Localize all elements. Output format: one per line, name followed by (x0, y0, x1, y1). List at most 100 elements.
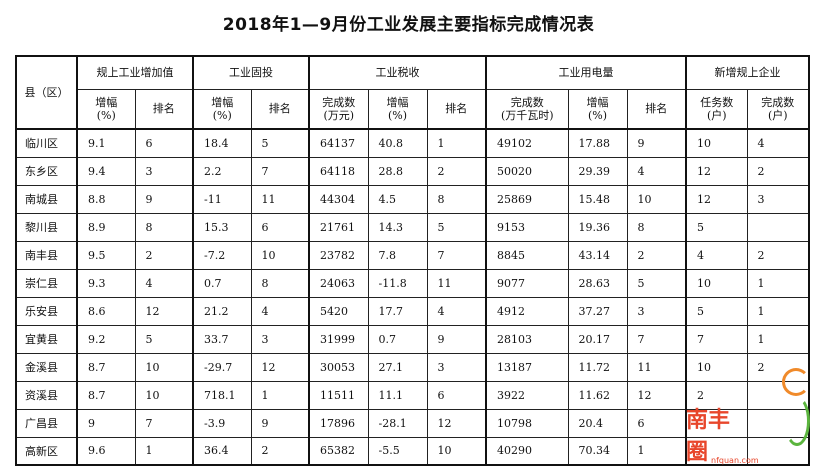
indicator-table: 县（区） 规上工业增加值 工业固投 工业税收 工业用电量 新增规上企业 增幅 (%… (15, 55, 811, 466)
value-added-growth-cell: 8.6 (76, 296, 136, 326)
tax-growth-cell: 27.1 (367, 352, 428, 382)
table-row: 高新区 9.6 1 36.4 2 65382 -5.5 10 40290 70.34 1 (15, 436, 811, 466)
table-row: 乐安县 8.6 12 21.2 4 5420 17.7 4 4912 37.27 3 5 1 (15, 296, 811, 326)
header-done-count: 完成数 (户) (746, 88, 811, 130)
task-count-cell: 5 (685, 212, 748, 242)
county-cell: 临川区 (15, 128, 78, 158)
header-group-industrial-tax: 工业税收 (308, 55, 488, 90)
value-added-growth-cell: 9.1 (76, 128, 136, 158)
tax-done-cell: 23782 (308, 240, 369, 270)
power-done-cell: 9153 (485, 212, 569, 242)
power-rank-cell: 6 (626, 408, 688, 438)
power-growth-cell: 29.39 (567, 156, 628, 186)
tax-rank-cell: 11 (426, 268, 488, 298)
task-count-cell: 4 (685, 240, 748, 270)
tax-done-cell: 21761 (308, 212, 369, 242)
value-added-rank-cell: 10 (134, 380, 194, 410)
fixed-investment-rank-cell: 10 (250, 240, 310, 270)
fixed-investment-growth-cell: 18.4 (192, 128, 252, 158)
fixed-investment-rank-cell: 11 (250, 184, 310, 214)
tax-done-cell: 17896 (308, 408, 369, 438)
power-rank-cell: 10 (626, 184, 688, 214)
fixed-investment-growth-cell: 21.2 (192, 296, 252, 326)
value-added-rank-cell: 4 (134, 268, 194, 298)
tax-rank-cell: 1 (426, 128, 488, 158)
power-done-cell: 8845 (485, 240, 569, 270)
power-growth-cell: 15.48 (567, 184, 628, 214)
value-added-growth-cell: 9.3 (76, 268, 136, 298)
power-growth-cell: 20.4 (567, 408, 628, 438)
county-cell: 广昌县 (15, 408, 78, 438)
power-rank-cell: 11 (626, 352, 688, 382)
power-done-cell: 49102 (485, 128, 569, 158)
green-leaf-icon (784, 396, 810, 446)
task-count-cell: 12 (685, 156, 748, 186)
tax-growth-cell: 28.8 (367, 156, 428, 186)
tax-rank-cell: 8 (426, 184, 488, 214)
tax-rank-cell: 2 (426, 156, 488, 186)
tax-done-cell: 65382 (308, 436, 369, 466)
fixed-investment-rank-cell: 2 (250, 436, 310, 466)
watermark-url: nfquan.com (711, 456, 759, 465)
done-count-cell: 2 (746, 156, 811, 186)
fixed-investment-growth-cell: -3.9 (192, 408, 252, 438)
table-title: 2018年1—9月份工业发展主要指标完成情况表 (222, 15, 595, 35)
orange-leaf-icon (782, 368, 810, 396)
header-task-count: 任务数 (户) (685, 88, 748, 130)
header-tax-growth: 增幅 (%) (367, 88, 428, 130)
header-power-rank: 排名 (626, 88, 688, 130)
tax-done-cell: 64118 (308, 156, 369, 186)
task-count-cell: 10 (685, 352, 748, 382)
power-rank-cell: 1 (626, 436, 688, 466)
fixed-investment-growth-cell: 718.1 (192, 380, 252, 410)
value-added-rank-cell: 10 (134, 352, 194, 382)
power-rank-cell: 9 (626, 128, 688, 158)
power-done-cell: 28103 (485, 324, 569, 354)
tax-rank-cell: 5 (426, 212, 488, 242)
power-growth-cell: 17.88 (567, 128, 628, 158)
header-tax-rank: 排名 (426, 88, 488, 130)
county-cell: 黎川县 (15, 212, 78, 242)
value-added-growth-cell: 8.7 (76, 352, 136, 382)
tax-growth-cell: 0.7 (367, 324, 428, 354)
value-added-rank-cell: 3 (134, 156, 194, 186)
tax-growth-cell: 4.5 (367, 184, 428, 214)
done-count-cell: 4 (746, 128, 811, 158)
power-growth-cell: 11.72 (567, 352, 628, 382)
table-row: 宜黄县 9.2 5 33.7 3 31999 0.7 9 28103 20.17 7 7 1 (15, 324, 811, 354)
header-group-new-enterprises: 新增规上企业 (685, 55, 811, 90)
fixed-investment-rank-cell: 6 (250, 212, 310, 242)
power-done-cell: 25869 (485, 184, 569, 214)
watermark-logo: 南丰圈 (686, 368, 810, 465)
task-count-cell: 10 (685, 128, 748, 158)
tax-rank-cell: 6 (426, 380, 488, 410)
header-fi-rank: 排名 (250, 88, 310, 130)
tax-done-cell: 44304 (308, 184, 369, 214)
done-count-cell: 2 (746, 240, 811, 270)
tax-rank-cell: 10 (426, 436, 488, 466)
header-power-done: 完成数 (万千瓦时) (485, 88, 569, 130)
tax-done-cell: 11511 (308, 380, 369, 410)
fixed-investment-rank-cell: 3 (250, 324, 310, 354)
county-cell: 东乡区 (15, 156, 78, 186)
power-growth-cell: 19.36 (567, 212, 628, 242)
fixed-investment-growth-cell: 36.4 (192, 436, 252, 466)
header-group-value-added: 规上工业增加值 (76, 55, 194, 90)
power-done-cell: 10798 (485, 408, 569, 438)
power-rank-cell: 3 (626, 296, 688, 326)
power-rank-cell: 8 (626, 212, 688, 242)
power-rank-cell: 7 (626, 324, 688, 354)
value-added-growth-cell: 8.9 (76, 212, 136, 242)
fixed-investment-rank-cell: 4 (250, 296, 310, 326)
power-done-cell: 13187 (485, 352, 569, 382)
value-added-rank-cell: 7 (134, 408, 194, 438)
tax-rank-cell: 9 (426, 324, 488, 354)
power-growth-cell: 70.34 (567, 436, 628, 466)
county-cell: 南丰县 (15, 240, 78, 270)
fixed-investment-growth-cell: 2.2 (192, 156, 252, 186)
county-cell: 乐安县 (15, 296, 78, 326)
header-fi-growth: 增幅 (%) (192, 88, 252, 130)
fixed-investment-growth-cell: -29.7 (192, 352, 252, 382)
tax-rank-cell: 7 (426, 240, 488, 270)
task-count-cell: 5 (685, 296, 748, 326)
